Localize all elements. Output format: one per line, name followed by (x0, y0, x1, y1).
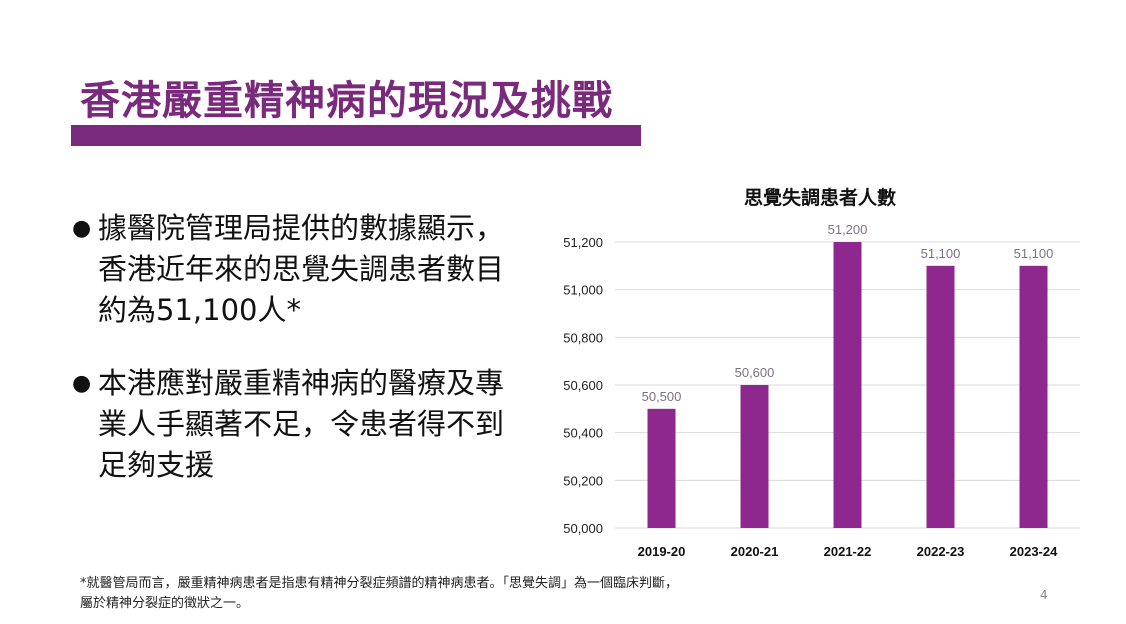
bullet-dot-icon: ● (72, 371, 92, 396)
data-label: 50,600 (735, 365, 775, 380)
footnote: *就醫管局而言，嚴重精神病患者是指患有精神分裂症頻譜的精神病患者。「思覺失調」為… (80, 574, 678, 614)
bar (1019, 265, 1048, 528)
bullet-dot-icon: ● (72, 216, 92, 241)
x-tick-label: 2021-22 (824, 544, 872, 559)
y-tick-label: 51,200 (563, 235, 603, 250)
footnote-line: 屬於精神分裂症的徵狀之一。 (80, 596, 250, 611)
slide-title: 香港嚴重精神病的現況及挑戰 (80, 78, 613, 124)
bullet-item: ● 本港應對嚴重精神病的醫療及專業人手顯著不足，令患者得不到足夠支援 (72, 363, 512, 486)
bar (647, 408, 676, 528)
x-tick-label: 2019-20 (638, 544, 686, 559)
page-number: 4 (1040, 588, 1048, 602)
bar (833, 242, 862, 528)
y-tick-label: 50,800 (563, 330, 603, 345)
x-tick-label: 2020-21 (731, 544, 779, 559)
data-label: 51,200 (828, 222, 868, 237)
bar (740, 385, 769, 528)
chart-title: 思覺失調患者人數 (744, 186, 896, 209)
y-tick-label: 51,000 (563, 283, 603, 298)
data-label: 51,100 (921, 246, 961, 261)
bullet-text: 據醫院管理局提供的數據顯示，香港近年來的思覺失調患者數目約為51,100人* (98, 211, 505, 327)
title-underline-bar (71, 125, 641, 146)
y-tick-label: 50,200 (563, 473, 603, 488)
y-tick-label: 50,000 (563, 521, 603, 536)
bar (926, 265, 955, 528)
y-tick-label: 50,600 (563, 378, 603, 393)
data-label: 51,100 (1014, 246, 1054, 261)
y-tick-label: 50,400 (563, 426, 603, 441)
x-tick-label: 2022-23 (917, 544, 965, 559)
bullet-list: ● 據醫院管理局提供的數據顯示，香港近年來的思覺失調患者數目約為51,100人*… (72, 208, 512, 518)
bullet-item: ● 據醫院管理局提供的數據顯示，香港近年來的思覺失調患者數目約為51,100人* (72, 208, 512, 331)
x-tick-label: 2023-24 (1010, 544, 1058, 559)
data-label: 50,500 (642, 389, 682, 404)
bullet-text: 本港應對嚴重精神病的醫療及專業人手顯著不足，令患者得不到足夠支援 (98, 366, 505, 482)
footnote-line: *就醫管局而言，嚴重精神病患者是指患有精神分裂症頻譜的精神病患者。「思覺失調」為… (80, 576, 679, 591)
